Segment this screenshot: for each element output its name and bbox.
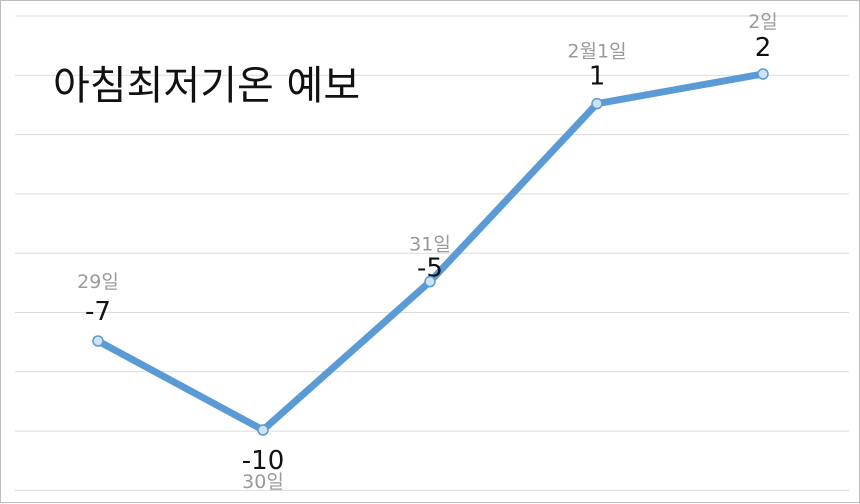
data-point: [591, 97, 603, 110]
category-label: 30일: [242, 471, 284, 493]
category-label: 29일: [77, 271, 119, 293]
category-label: 2월1일: [567, 41, 626, 63]
data-point: [92, 335, 104, 347]
value-label: -10: [242, 446, 284, 476]
data-point: [257, 424, 269, 436]
chart-title: 아침최저기온 예보: [53, 63, 360, 109]
category-label: 2일: [748, 11, 778, 33]
value-label: 1: [589, 62, 606, 92]
data-point: [424, 275, 436, 288]
value-label: -7: [85, 297, 111, 327]
data-point: [757, 68, 769, 80]
value-label: 2: [755, 33, 772, 63]
data-points: [92, 68, 769, 436]
category-label: 31일: [409, 234, 451, 256]
